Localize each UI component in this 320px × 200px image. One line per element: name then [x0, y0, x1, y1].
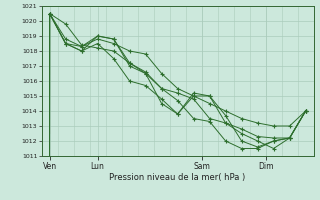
X-axis label: Pression niveau de la mer( hPa ): Pression niveau de la mer( hPa )	[109, 173, 246, 182]
